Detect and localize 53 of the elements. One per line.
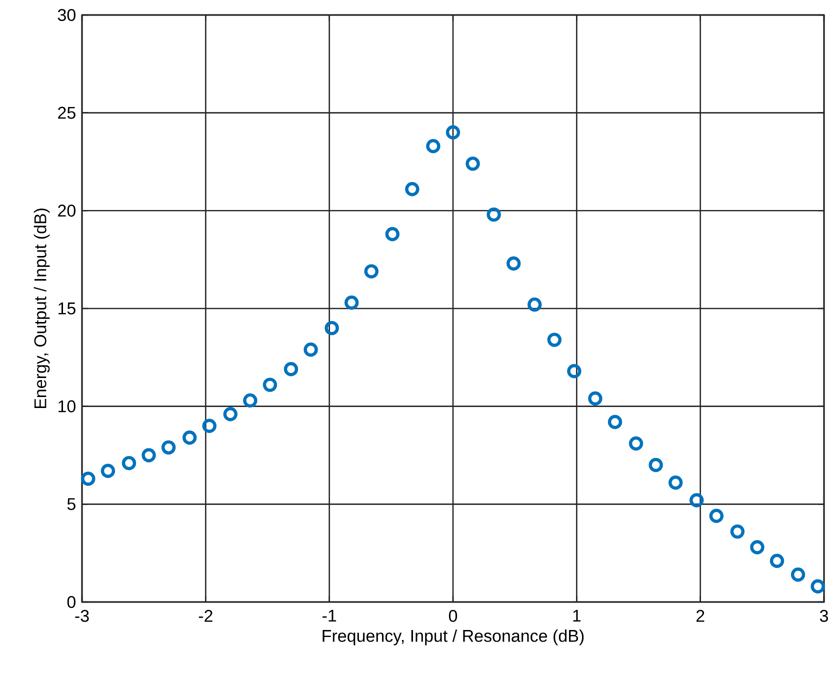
point (588, 391, 602, 406)
y-tick-label: 15 (58, 302, 76, 314)
point (608, 414, 622, 430)
point (100, 464, 116, 478)
point (486, 207, 501, 222)
point (182, 430, 197, 445)
y-tick-label: 25 (58, 106, 76, 119)
x-tick-label: -1 (322, 610, 336, 622)
point (385, 227, 400, 242)
y-axis-title: Energy, Output / Input (dB) (34, 208, 50, 408)
point (709, 508, 724, 524)
point (364, 264, 378, 278)
x-tick-label: -3 (75, 610, 89, 622)
point (790, 568, 806, 582)
point (750, 540, 764, 554)
point (344, 296, 359, 310)
x-tick-label: 2 (696, 610, 704, 622)
y-tick-label: 5 (67, 498, 76, 510)
point (730, 524, 745, 539)
point (810, 579, 825, 594)
point (446, 125, 460, 140)
x-tick-label: -2 (198, 610, 212, 622)
x-axis-title: Frequency, Input / Resonance (dB) (322, 629, 584, 646)
point (770, 554, 784, 568)
point (161, 440, 176, 455)
point (668, 476, 683, 490)
point (567, 364, 582, 378)
point (628, 436, 644, 451)
point (547, 332, 562, 347)
point (405, 182, 420, 196)
y-tick-label: 20 (58, 204, 76, 217)
point (690, 493, 704, 508)
point (466, 156, 480, 171)
x-tick-label: 3 (820, 610, 828, 622)
point (506, 256, 521, 271)
point (202, 418, 216, 433)
x-tick-label: 0 (448, 610, 458, 622)
point (324, 320, 339, 336)
point (262, 378, 278, 392)
point (528, 297, 542, 312)
point (122, 456, 136, 470)
y-tick-label: 0 (67, 596, 76, 608)
point (284, 362, 298, 376)
point (648, 458, 663, 472)
point (223, 407, 238, 422)
x-tick-label: 1 (573, 610, 581, 622)
point (142, 448, 156, 462)
point (304, 342, 318, 357)
point (243, 393, 258, 408)
y-tick-label: 10 (58, 400, 76, 412)
point (81, 472, 96, 486)
point (426, 138, 440, 154)
y-tick-label: 30 (58, 8, 76, 22)
